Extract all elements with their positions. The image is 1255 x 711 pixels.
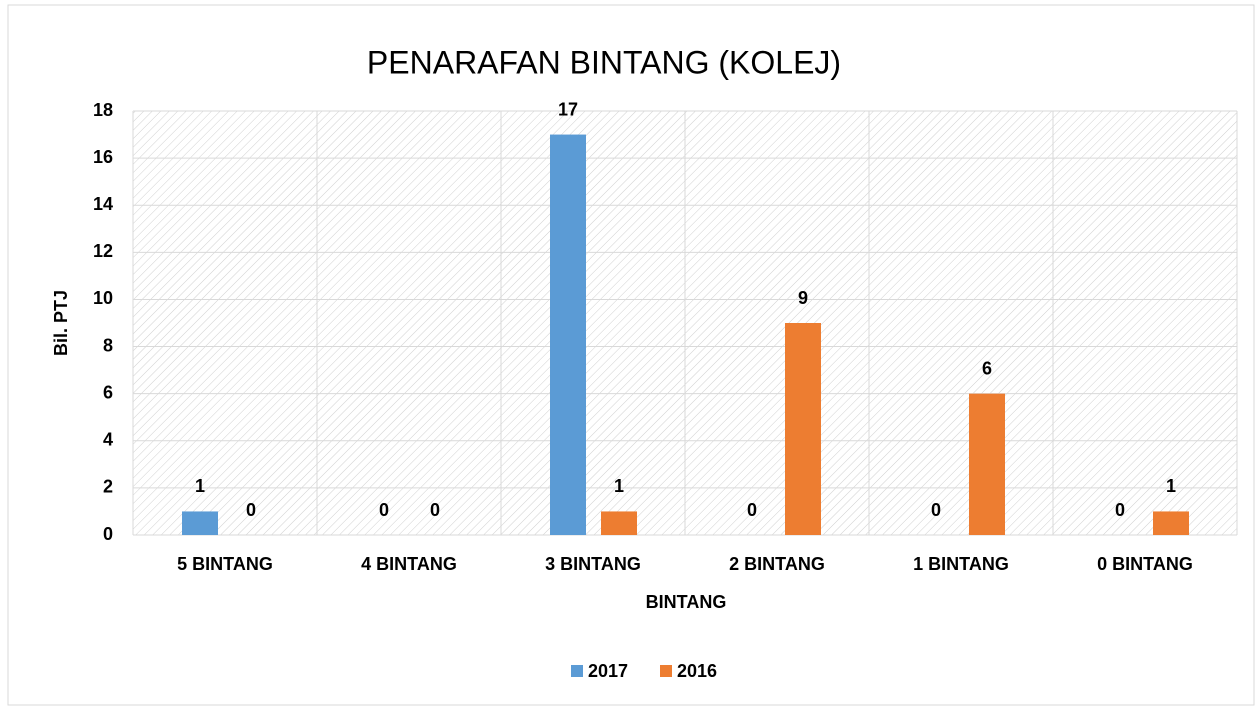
x-tick-label: 3 BINTANG xyxy=(545,554,641,574)
y-tick-label: 16 xyxy=(93,147,113,167)
data-label: 1 xyxy=(614,476,624,496)
y-tick-label: 4 xyxy=(103,430,113,450)
chart-title: PENARAFAN BINTANG (KOLEJ) xyxy=(367,44,841,80)
y-tick-label: 0 xyxy=(103,524,113,544)
data-label: 1 xyxy=(195,476,205,496)
data-label: 1 xyxy=(1166,476,1176,496)
bar xyxy=(601,511,637,535)
legend-swatch xyxy=(660,665,672,677)
data-label: 0 xyxy=(379,500,389,520)
bar xyxy=(1153,511,1189,535)
bar xyxy=(969,393,1005,535)
bar xyxy=(550,134,586,536)
bar xyxy=(785,323,821,535)
x-axis-title: BINTANG xyxy=(646,592,727,612)
legend-label: 2016 xyxy=(677,661,717,681)
y-tick-label: 14 xyxy=(93,194,113,214)
data-label: 0 xyxy=(1115,500,1125,520)
x-tick-label: 5 BINTANG xyxy=(177,554,273,574)
data-label: 0 xyxy=(747,500,757,520)
data-label: 9 xyxy=(798,288,808,308)
data-label: 0 xyxy=(931,500,941,520)
y-tick-label: 18 xyxy=(93,100,113,120)
x-tick-label: 0 BINTANG xyxy=(1097,554,1193,574)
y-tick-label: 12 xyxy=(93,241,113,261)
x-tick-label: 2 BINTANG xyxy=(729,554,825,574)
legend-label: 2017 xyxy=(588,661,628,681)
legend-swatch xyxy=(571,665,583,677)
data-label: 0 xyxy=(246,500,256,520)
data-label: 17 xyxy=(558,99,578,119)
y-tick-label: 2 xyxy=(103,477,113,497)
y-tick-label: 10 xyxy=(93,288,113,308)
data-label: 0 xyxy=(430,500,440,520)
data-label: 6 xyxy=(982,358,992,378)
bar xyxy=(182,511,218,535)
y-axis-title: Bil. PTJ xyxy=(51,290,71,356)
y-tick-label: 8 xyxy=(103,335,113,355)
x-tick-label: 1 BINTANG xyxy=(913,554,1009,574)
x-tick-label: 4 BINTANG xyxy=(361,554,457,574)
y-tick-label: 6 xyxy=(103,382,113,402)
